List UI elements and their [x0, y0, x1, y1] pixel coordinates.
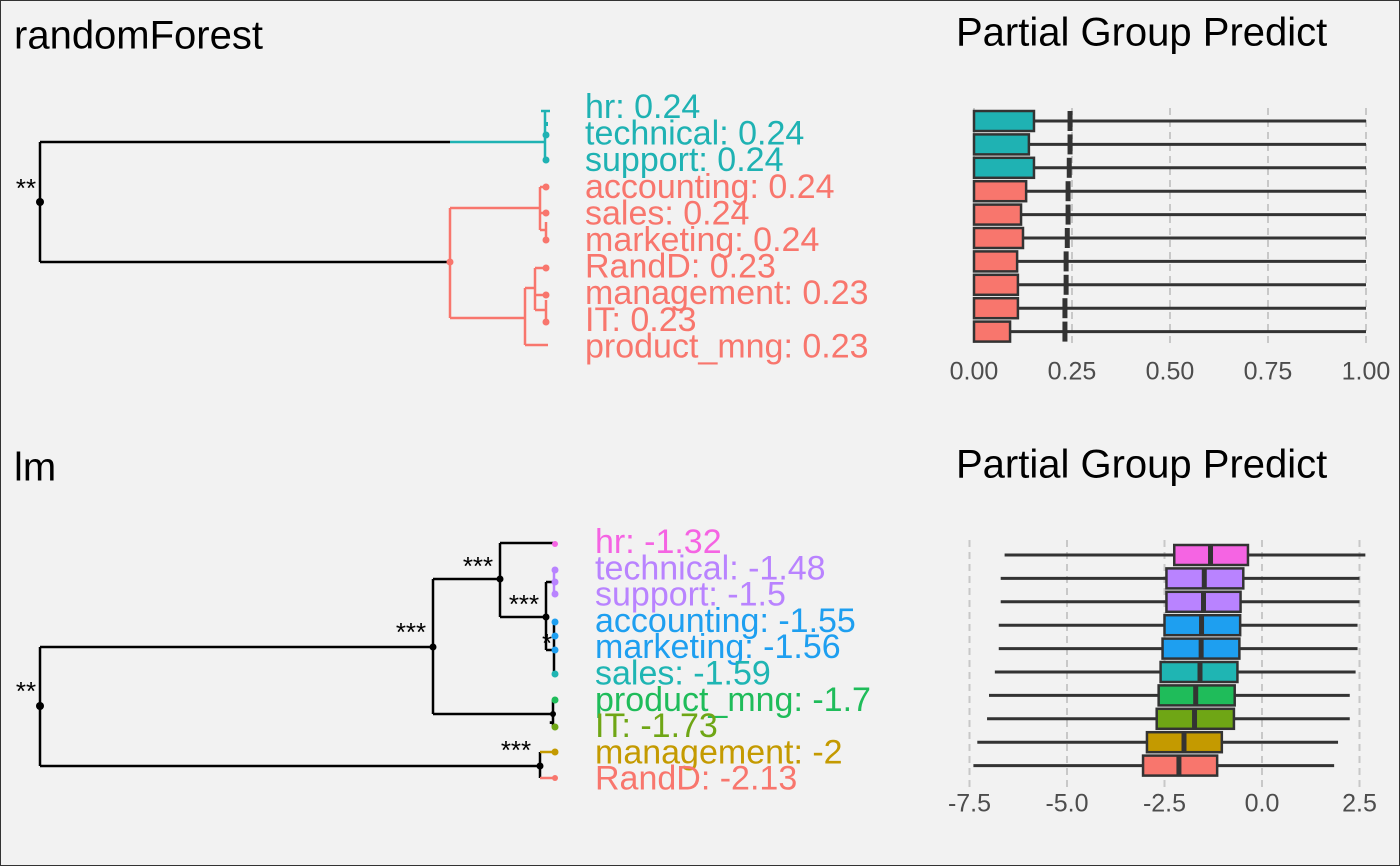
leaf-label: support: 0.24: [585, 141, 783, 179]
box: [972, 226, 1025, 250]
box: [972, 273, 1020, 297]
leaf-label: management: -2: [595, 733, 843, 771]
leaf-label: hr: -1.32: [595, 523, 722, 561]
x-tick-label: -2.5: [1143, 790, 1186, 818]
leaf-label: product_mng: 0.23: [585, 327, 869, 365]
lm-dendrogram: [36, 541, 559, 781]
leaf-label: sales: -1.59: [595, 654, 771, 692]
box: [972, 156, 1036, 180]
box: [972, 133, 1031, 156]
significance: ***: [396, 617, 426, 647]
leaf-label: accounting: 0.24: [585, 168, 835, 206]
leaf-label: sales: 0.24: [585, 194, 749, 232]
leaf-label: technical: -1.48: [595, 549, 826, 587]
box: [972, 296, 1020, 320]
x-tick-label: 0.00: [950, 358, 999, 386]
leaf-label: IT: 0.23: [585, 301, 697, 339]
significance: **: [16, 676, 36, 706]
leaf-label: accounting: -1.55: [595, 602, 856, 640]
panel-title: lm: [14, 446, 56, 490]
x-tick-label: 0.25: [1048, 358, 1097, 386]
leaf-label: product_mng: -1.7: [595, 681, 871, 719]
leaf-label: marketing: -1.56: [595, 628, 841, 666]
x-tick-label: 2.5: [1342, 790, 1377, 818]
leaf-label: IT: -1.73: [595, 707, 718, 745]
x-tick-label: 0.50: [1146, 358, 1195, 386]
panel-title: randomForest: [14, 14, 263, 58]
significance: .: [547, 700, 554, 730]
panel-title: Partial Group Predict: [956, 443, 1327, 487]
leaf-label: marketing: 0.24: [585, 221, 819, 259]
significance: ***: [463, 551, 493, 581]
x-tick-label: -5.0: [1045, 790, 1088, 818]
x-tick-label: -7.5: [948, 790, 991, 818]
box: [972, 179, 1028, 203]
panel-title: Partial Group Predict: [956, 11, 1327, 55]
rf-dendrogram: [36, 109, 550, 347]
box: [972, 320, 1012, 343]
leaf-label: support: -1.5: [595, 576, 786, 614]
significance: ***: [501, 735, 531, 765]
leaf-label: management: 0.23: [585, 274, 869, 312]
significance: ***: [509, 589, 539, 619]
leaf-label: RandD: -2.13: [595, 760, 797, 798]
x-tick-label: 0.75: [1244, 358, 1293, 386]
significance: **: [16, 173, 36, 203]
x-tick-label: 0.0: [1245, 790, 1280, 818]
x-tick-label: 1.00: [1342, 358, 1391, 386]
leaf-label: technical: 0.24: [585, 115, 804, 153]
leaf-label: RandD: 0.23: [585, 248, 776, 286]
box: [972, 203, 1023, 226]
significance: *: [542, 628, 552, 658]
box: [972, 109, 1036, 133]
leaf-label: hr: 0.24: [585, 88, 700, 126]
box: [972, 250, 1019, 273]
